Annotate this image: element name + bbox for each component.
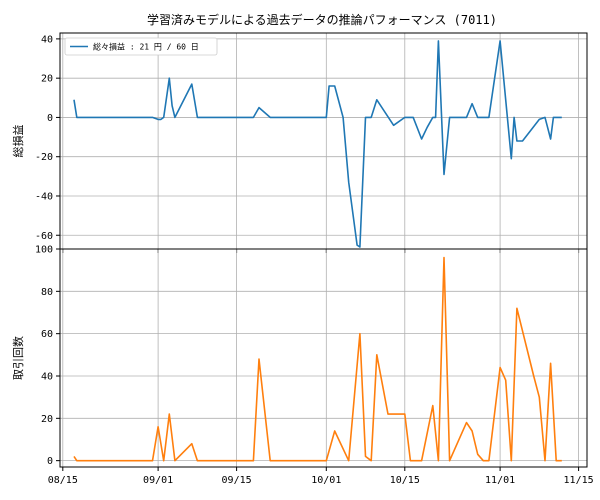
x-tick-label: 09/01 [143, 475, 173, 486]
y-tick-label: 80 [41, 287, 53, 298]
legend-box [64, 37, 218, 56]
x-tick-label: 10/15 [390, 475, 420, 486]
legend: 総々損益 : 21 円 / 60 日 [64, 37, 218, 56]
y-tick-label: -60 [35, 231, 53, 242]
x-tick-label: 09/15 [222, 475, 252, 486]
x-tick-label: 10/01 [311, 475, 341, 486]
series-line [73, 40, 562, 248]
y-tick-label: 0 [47, 113, 53, 124]
panel-0: 40 20 0 -20 -40 -60 総損益 総々損益 : 21 円 / 60 日 [11, 32, 588, 253]
chart-title: 学習済みモデルによる過去データの推論パフォーマンス (7011) [147, 12, 497, 27]
x-tick-label: 11/01 [485, 475, 515, 486]
y-tick-label: 20 [41, 74, 53, 85]
y-tick-label: 40 [41, 371, 53, 382]
axes-frame [59, 248, 588, 468]
y-tick-label: 20 [41, 414, 53, 425]
x-tick-label: 11/15 [564, 475, 594, 486]
legend-label: 総々損益 : 21 円 / 60 日 [93, 42, 199, 52]
y-tick-label: 0 [47, 456, 53, 467]
x-tick-label: 08/15 [48, 475, 78, 486]
y-axis-label: 取引回数 [11, 336, 25, 380]
panel-1: 100 80 60 40 20 0 取引回数 08/15 09/01 09/15 10/01 10/1… [11, 245, 594, 487]
y-tick-label: 100 [35, 245, 53, 256]
y-tick-label: -20 [35, 152, 53, 163]
y-axis-label: 総損益 [11, 125, 25, 158]
y-tick-label: 60 [41, 329, 53, 340]
y-tick-label: 40 [41, 34, 53, 45]
axes-frame [59, 32, 588, 250]
series-line [73, 256, 562, 462]
y-tick-label: -40 [35, 191, 53, 202]
